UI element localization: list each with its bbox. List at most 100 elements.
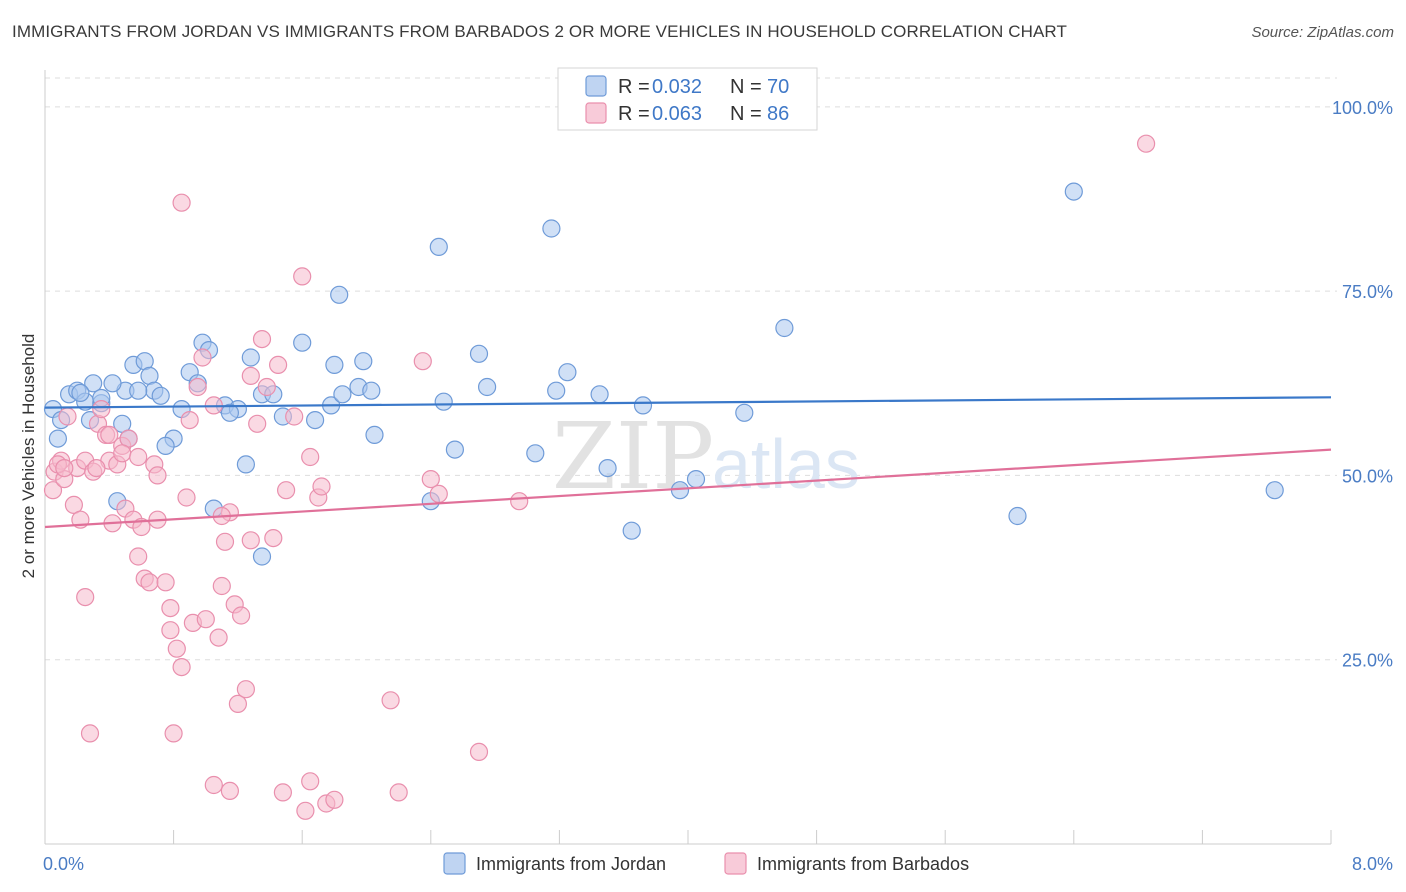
jordan-point (48, 429, 68, 448)
bottom-legend-barbados-swatch (724, 852, 747, 875)
barbados-point (209, 628, 228, 647)
jordan-point (598, 459, 617, 478)
bottom-legend-jordan-label: Immigrants from Jordan (476, 854, 666, 874)
jordan-point (103, 374, 122, 393)
barbados-point (241, 531, 260, 550)
jordan-point (365, 425, 384, 444)
barbados-point (252, 330, 272, 349)
jordan-point (542, 219, 561, 238)
jordan-point (362, 381, 381, 400)
barbados-point (172, 193, 191, 212)
barbados-point (129, 447, 148, 467)
barbados-point (277, 481, 296, 500)
jordan-point (478, 377, 497, 397)
barbados-point (510, 492, 529, 511)
watermark-atlas: atlas (712, 425, 860, 503)
source-label: Source: ZipAtlas.com (1251, 24, 1394, 41)
bottom-legend: Immigrants from Jordan Immigrants from B… (443, 852, 969, 875)
jordan-point (735, 403, 754, 422)
jordan-point (434, 392, 453, 411)
jordan-point (526, 444, 545, 463)
barbados-point (312, 477, 331, 496)
y-tick-label: 25.0% (1342, 651, 1393, 671)
jordan-point (775, 318, 794, 338)
jordan-point (445, 440, 464, 459)
barbados-point (164, 724, 183, 743)
legend-jordan-r-value: 0.032 (652, 76, 702, 98)
barbados-point (161, 598, 180, 618)
legend-barbados-r-value: 0.063 (652, 103, 702, 125)
chart-title: IMMIGRANTS FROM JORDAN VS IMMIGRANTS FRO… (12, 22, 1067, 41)
jordan-point (84, 374, 103, 393)
legend-jordan-swatch (585, 75, 607, 97)
jordan-point (220, 403, 239, 422)
barbados-point (248, 414, 267, 433)
barbados-point (325, 790, 344, 809)
legend-jordan-r-label: R = (618, 76, 650, 98)
legend-jordan-n-value: 70 (767, 76, 789, 98)
barbados-point (264, 528, 283, 548)
x-tick-label-left: 0.0% (43, 854, 84, 874)
barbados-trend-line (44, 448, 1332, 529)
barbados-point (100, 425, 119, 444)
barbados-point (76, 587, 95, 607)
jordan-point (71, 383, 90, 402)
barbados-point (113, 444, 132, 463)
top-legend: R = 0.032 N = 70 R = 0.063 N = 86 (557, 67, 818, 131)
barbados-point (293, 267, 312, 286)
barbados-point (172, 657, 191, 677)
y-tick-label: 50.0% (1342, 466, 1393, 486)
barbados-point (421, 470, 440, 489)
barbados-point (232, 606, 251, 625)
legend-barbados-n-value: 86 (767, 103, 789, 125)
jordan-point (151, 386, 170, 405)
jordan-point (330, 285, 349, 304)
barbados-point (215, 532, 235, 551)
jordan-point (325, 355, 344, 374)
jordan-point (1008, 506, 1027, 526)
legend-barbados-swatch (585, 102, 607, 124)
barbados-point (212, 576, 231, 596)
jordan-point (633, 396, 653, 415)
barbados-point (469, 742, 489, 762)
barbados-point (389, 783, 408, 802)
barbados-point (296, 801, 315, 820)
barbados-point (180, 411, 199, 430)
legend-barbados-n-label: N = (730, 103, 762, 125)
barbados-point (241, 366, 260, 385)
barbados-point (55, 459, 74, 478)
barbados-point (301, 772, 320, 791)
barbados-point (80, 724, 100, 743)
barbados-point (161, 621, 180, 640)
jordan-trend-line (44, 396, 1332, 409)
barbados-point (43, 481, 63, 500)
barbados-point (204, 775, 223, 795)
jordan-point (547, 381, 566, 400)
grid-lines (45, 77, 1337, 661)
jordan-point (236, 455, 255, 474)
jordan-point (156, 436, 175, 455)
barbados-point (220, 781, 239, 801)
barbados-point (236, 680, 255, 699)
legend-jordan-n-label: N = (730, 76, 762, 98)
y-tick-label: 75.0% (1342, 282, 1393, 302)
jordan-point (590, 385, 609, 404)
series-barbados-points (43, 134, 1156, 820)
jordan-point (293, 333, 312, 352)
barbados-point (285, 407, 304, 426)
barbados-point (87, 459, 106, 478)
trend-lines (44, 396, 1332, 529)
legend-barbados-r-label: R = (618, 103, 650, 125)
barbados-point (193, 348, 212, 367)
jordan-point (306, 411, 325, 430)
barbados-point (148, 466, 167, 485)
jordan-point (1064, 182, 1083, 201)
barbados-point (188, 377, 207, 397)
barbados-point (413, 352, 432, 371)
barbados-point (92, 400, 111, 419)
barbados-point (140, 573, 159, 592)
barbados-point (177, 488, 196, 507)
y-axis-label: 2 or more Vehicles in Household (19, 334, 38, 579)
jordan-point (1265, 481, 1284, 500)
